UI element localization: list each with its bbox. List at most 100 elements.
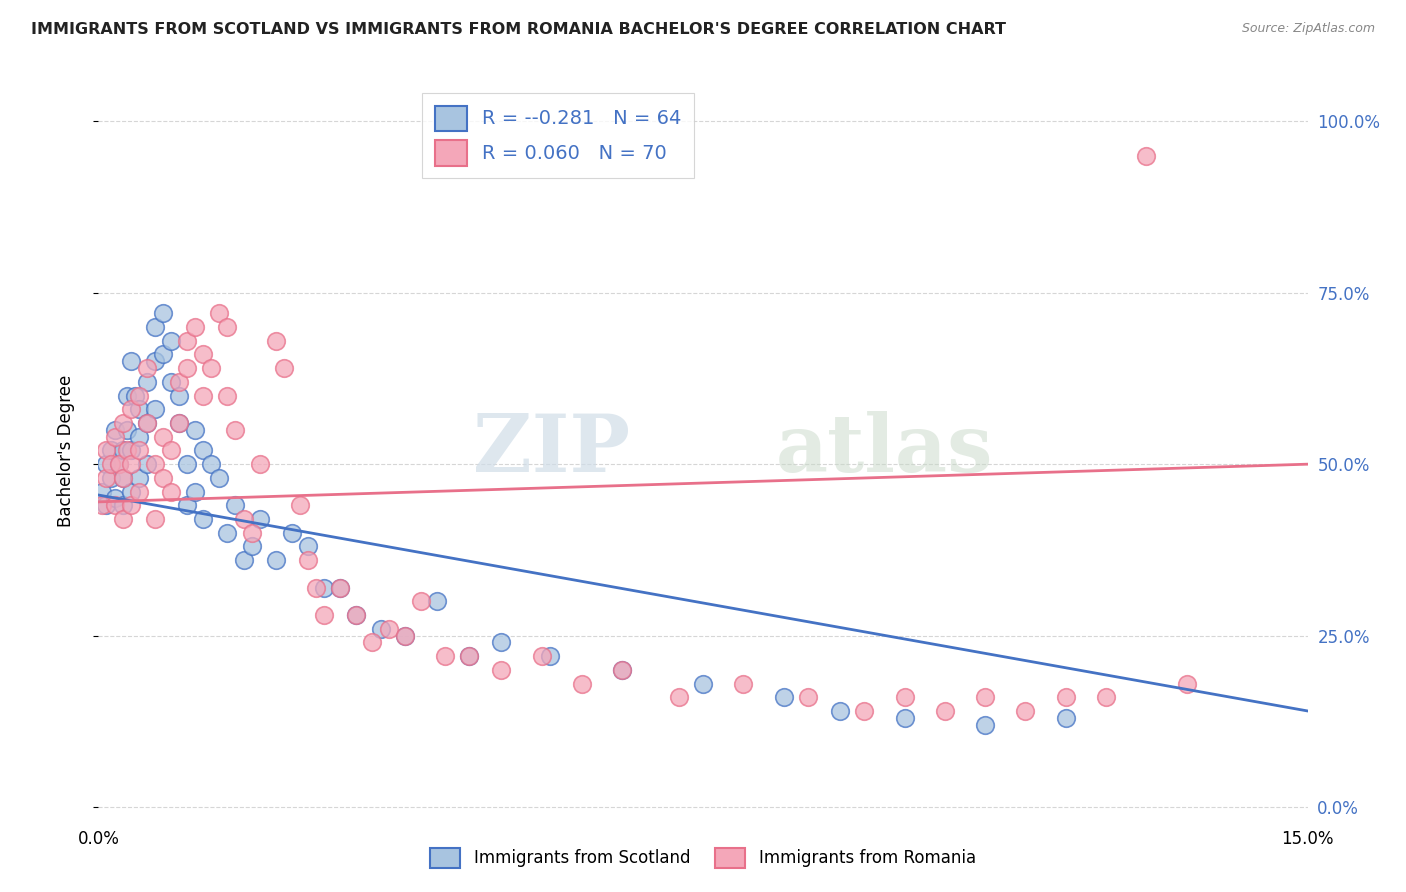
- Point: [297, 553, 319, 567]
- Point: [96, 471, 118, 485]
- Point: [1095, 690, 1118, 705]
- Point: [305, 581, 328, 595]
- Point: [100, 457, 122, 471]
- Point: [273, 361, 295, 376]
- Point: [111, 416, 134, 430]
- Point: [135, 416, 157, 430]
- Point: [107, 457, 129, 471]
- Point: [160, 443, 183, 458]
- Point: [217, 320, 239, 334]
- Point: [281, 525, 304, 540]
- Point: [111, 498, 134, 512]
- Point: [1054, 690, 1077, 705]
- Point: [224, 498, 246, 512]
- Point: [733, 676, 755, 690]
- Point: [167, 375, 190, 389]
- Point: [264, 334, 287, 348]
- Point: [193, 389, 215, 403]
- Point: [184, 320, 207, 334]
- Point: [96, 498, 118, 512]
- Point: [176, 361, 198, 376]
- Point: [160, 484, 183, 499]
- Point: [200, 457, 222, 471]
- Legend: R = --0.281   N = 64, R = 0.060   N = 70: R = --0.281 N = 64, R = 0.060 N = 70: [422, 93, 693, 178]
- Point: [853, 704, 876, 718]
- Point: [111, 512, 134, 526]
- Point: [111, 443, 134, 458]
- Point: [200, 361, 222, 376]
- Point: [103, 491, 125, 506]
- Point: [96, 457, 118, 471]
- Point: [314, 607, 336, 622]
- Point: [120, 457, 142, 471]
- Point: [530, 649, 553, 664]
- Point: [167, 416, 190, 430]
- Point: [176, 457, 198, 471]
- Point: [612, 663, 634, 677]
- Point: [115, 423, 138, 437]
- Point: [135, 375, 157, 389]
- Point: [224, 423, 246, 437]
- Point: [491, 635, 513, 649]
- Point: [797, 690, 820, 705]
- Point: [264, 553, 287, 567]
- Point: [115, 443, 138, 458]
- Point: [143, 320, 166, 334]
- Point: [103, 423, 125, 437]
- Point: [344, 607, 367, 622]
- Point: [100, 443, 122, 458]
- Point: [124, 389, 146, 403]
- Point: [394, 629, 416, 643]
- Point: [120, 484, 142, 499]
- Point: [288, 498, 311, 512]
- Point: [167, 416, 190, 430]
- Point: [103, 430, 125, 444]
- Point: [1175, 676, 1198, 690]
- Point: [176, 334, 198, 348]
- Point: [160, 334, 183, 348]
- Point: [176, 498, 198, 512]
- Point: [409, 594, 432, 608]
- Point: [668, 690, 690, 705]
- Text: ZIP: ZIP: [474, 411, 630, 490]
- Point: [314, 581, 336, 595]
- Text: Source: ZipAtlas.com: Source: ZipAtlas.com: [1241, 22, 1375, 36]
- Point: [152, 347, 174, 361]
- Point: [107, 457, 129, 471]
- Point: [184, 423, 207, 437]
- Point: [370, 622, 392, 636]
- Point: [974, 717, 997, 731]
- Point: [297, 540, 319, 554]
- Point: [193, 347, 215, 361]
- Point: [120, 498, 142, 512]
- Point: [217, 525, 239, 540]
- Point: [208, 306, 231, 320]
- Point: [426, 594, 449, 608]
- Point: [217, 389, 239, 403]
- Point: [240, 540, 263, 554]
- Point: [111, 471, 134, 485]
- Point: [538, 649, 561, 664]
- Point: [934, 704, 956, 718]
- Point: [160, 375, 183, 389]
- Point: [103, 498, 125, 512]
- Point: [135, 361, 157, 376]
- Point: [128, 484, 150, 499]
- Point: [143, 512, 166, 526]
- Point: [1014, 704, 1036, 718]
- Point: [128, 430, 150, 444]
- Point: [458, 649, 481, 664]
- Point: [135, 457, 157, 471]
- Point: [893, 690, 915, 705]
- Point: [128, 389, 150, 403]
- Point: [143, 354, 166, 368]
- Point: [434, 649, 457, 664]
- Point: [232, 553, 254, 567]
- Point: [571, 676, 593, 690]
- Point: [120, 443, 142, 458]
- Point: [120, 402, 142, 417]
- Point: [329, 581, 352, 595]
- Point: [111, 471, 134, 485]
- Text: IMMIGRANTS FROM SCOTLAND VS IMMIGRANTS FROM ROMANIA BACHELOR'S DEGREE CORRELATIO: IMMIGRANTS FROM SCOTLAND VS IMMIGRANTS F…: [31, 22, 1005, 37]
- Point: [893, 711, 915, 725]
